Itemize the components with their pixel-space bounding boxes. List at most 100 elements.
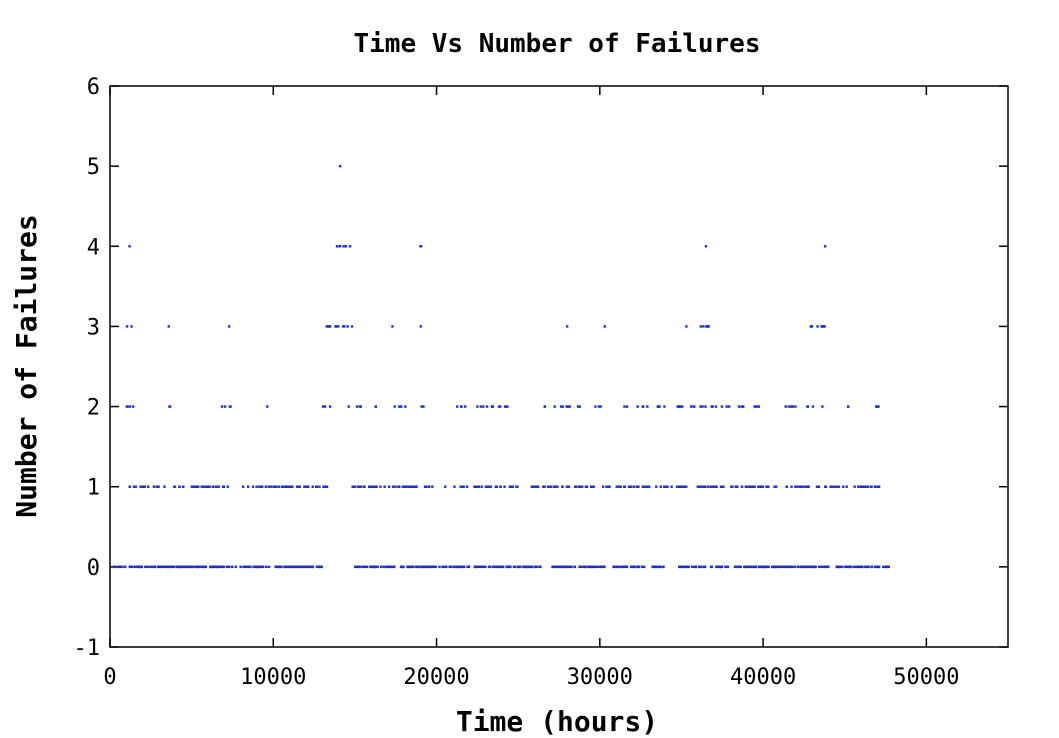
data-point — [757, 565, 761, 569]
data-point — [230, 565, 234, 569]
data-point — [677, 405, 680, 408]
data-point — [794, 405, 797, 408]
data-point — [790, 405, 793, 408]
data-point — [791, 405, 795, 408]
data-point — [444, 485, 447, 488]
data-point — [706, 485, 710, 488]
data-point — [406, 485, 410, 488]
data-point — [816, 325, 819, 328]
data-point — [886, 565, 889, 569]
data-point — [607, 485, 610, 488]
data-point — [277, 485, 281, 488]
data-point — [287, 485, 291, 488]
data-point — [795, 485, 799, 488]
data-point — [344, 245, 348, 248]
data-point — [475, 565, 479, 569]
data-point — [488, 565, 492, 569]
data-point — [128, 485, 131, 488]
data-point — [678, 485, 682, 488]
data-point — [824, 485, 828, 488]
x-tick-label: 40000 — [730, 665, 796, 690]
data-point — [785, 565, 789, 569]
data-point — [227, 325, 231, 328]
data-point — [139, 485, 142, 488]
data-point — [272, 485, 275, 488]
data-point — [307, 485, 310, 488]
data-point — [419, 245, 423, 248]
data-point — [359, 405, 362, 408]
data-point — [479, 405, 483, 408]
data-point — [417, 565, 420, 569]
data-point — [846, 405, 850, 408]
data-point — [585, 485, 589, 488]
data-point — [441, 565, 444, 569]
y-tick-label: 6 — [87, 75, 100, 100]
data-point — [200, 565, 203, 569]
data-point — [457, 565, 461, 569]
data-point — [259, 565, 262, 569]
data-point — [211, 485, 215, 488]
data-point — [682, 565, 685, 569]
data-point — [690, 565, 694, 569]
data-point — [543, 485, 546, 488]
data-point — [617, 485, 621, 488]
data-point — [629, 485, 633, 488]
data-point — [566, 565, 569, 569]
data-point — [701, 485, 705, 488]
data-point — [774, 485, 778, 488]
data-point — [473, 565, 477, 569]
data-point — [283, 485, 287, 488]
data-point — [617, 565, 620, 569]
data-point — [811, 405, 815, 408]
data-point — [663, 405, 666, 408]
data-point — [665, 485, 668, 488]
data-point — [318, 485, 321, 488]
data-point — [747, 485, 750, 488]
data-point — [663, 485, 666, 488]
data-point — [859, 565, 862, 569]
data-point — [182, 565, 186, 569]
data-point — [874, 565, 878, 569]
data-point — [132, 485, 136, 488]
data-point — [583, 565, 586, 569]
data-point — [420, 405, 423, 408]
data-point — [445, 565, 448, 569]
data-point — [821, 325, 824, 328]
data-point — [311, 485, 314, 488]
data-point — [324, 485, 328, 488]
data-point — [779, 565, 782, 569]
data-point — [342, 325, 345, 328]
data-point — [295, 485, 299, 488]
data-point — [615, 565, 618, 569]
data-point — [654, 565, 657, 569]
x-tick-label: 10000 — [240, 665, 306, 690]
data-point — [799, 565, 803, 569]
data-point — [589, 565, 593, 569]
data-point — [602, 565, 605, 569]
data-point — [193, 485, 196, 488]
data-point — [145, 565, 149, 569]
data-point — [711, 485, 714, 488]
data-point — [379, 485, 382, 488]
data-point — [489, 485, 492, 488]
data-point — [369, 565, 372, 569]
data-point — [491, 405, 494, 408]
y-tick-label: 4 — [87, 235, 100, 260]
data-point — [505, 565, 508, 569]
data-point — [767, 485, 770, 488]
data-point — [657, 565, 660, 569]
data-point — [460, 405, 463, 408]
data-point — [200, 485, 203, 488]
data-point — [773, 485, 776, 488]
data-point — [209, 565, 212, 569]
data-point — [297, 565, 300, 569]
data-point — [742, 405, 745, 408]
data-point — [242, 565, 245, 569]
data-point — [860, 485, 863, 488]
data-point — [830, 485, 833, 488]
data-point — [328, 325, 332, 328]
data-point — [783, 565, 787, 569]
y-axis-label: Number of Failures — [10, 214, 43, 517]
x-tick-label: 50000 — [893, 665, 959, 690]
